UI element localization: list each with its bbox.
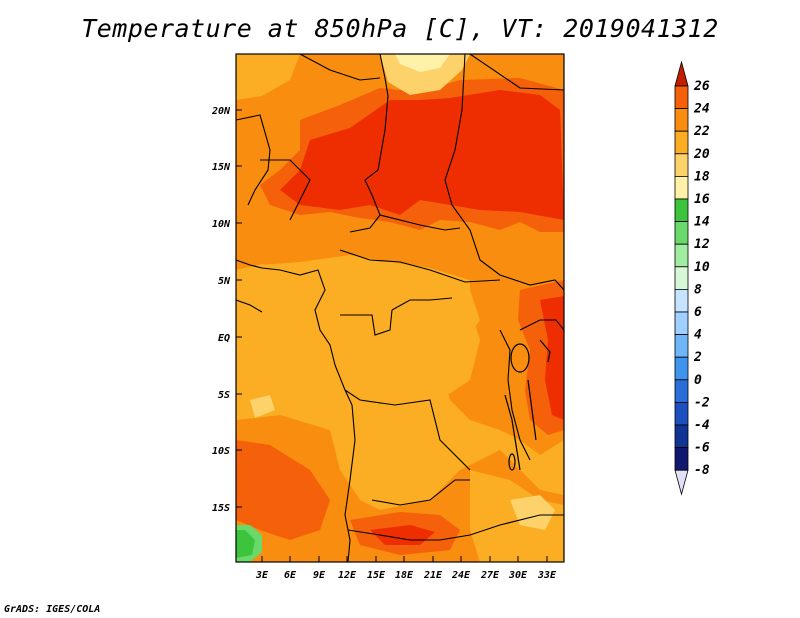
colorbar-label: 24	[693, 102, 710, 117]
colorbar-swatch	[674, 401, 689, 426]
lon-label: 24E	[451, 570, 471, 581]
longitude-labels: 3E 6E 9E 12E 15E 18E 21E 24E 27E 30E 33E	[255, 570, 557, 581]
lat-label: EQ	[218, 333, 230, 344]
lat-label: 5S	[218, 390, 230, 401]
colorbar-top-arrow	[674, 60, 689, 87]
lon-label: 21E	[423, 570, 443, 581]
colorbar-swatch	[674, 221, 689, 245]
lat-label: 15N	[212, 162, 231, 173]
colorbar-swatch	[674, 153, 689, 177]
colorbar-label: 4	[694, 328, 702, 343]
colorbar-label: 26	[693, 79, 710, 94]
lon-label: 33E	[537, 570, 557, 581]
lon-label: 15E	[367, 570, 386, 581]
latitude-labels: 20N 15N 10N 5N EQ 5S 10S 15S	[211, 106, 231, 514]
colorbar-label: 0	[694, 373, 702, 388]
temperature-field	[236, 54, 564, 562]
colorbar-label: 14	[694, 215, 710, 230]
colorbar-label: -6	[694, 441, 710, 456]
colorbar-label: -8	[694, 463, 710, 478]
credit-text: GrADS: IGES/COLA	[4, 604, 101, 615]
colorbar-label: 22	[693, 124, 710, 139]
lon-label: 30E	[508, 570, 528, 581]
lat-label: 10S	[212, 446, 230, 457]
colorbar-swatch	[674, 379, 689, 403]
colorbar-swatch	[674, 424, 689, 449]
colorbar-swatch	[674, 108, 689, 132]
colorbar-swatch	[674, 356, 689, 381]
lon-label: 12E	[338, 570, 357, 581]
lon-label: 9E	[313, 570, 326, 581]
colorbar-label: 6	[694, 305, 702, 320]
colorbar-label: -4	[694, 418, 710, 433]
lon-label: 18E	[395, 570, 414, 581]
colorbar-swatch	[674, 288, 689, 313]
lat-label: 10N	[212, 219, 231, 230]
lat-label: 15S	[212, 503, 230, 514]
lat-label: 20N	[211, 106, 231, 117]
lon-label: 6E	[284, 570, 297, 581]
colorbar-label: 20	[693, 147, 710, 162]
lat-label: 5N	[218, 276, 231, 287]
colorbar-swatch	[674, 130, 689, 155]
colorbar-swatch	[674, 175, 689, 200]
lon-label: 3E	[255, 570, 269, 581]
colorbar-swatch	[674, 85, 689, 110]
colorbar-swatch	[674, 311, 689, 336]
colorbar-label: 18	[694, 169, 710, 184]
colorbar-label: 8	[694, 282, 702, 297]
map-title: Temperature at 850hPa [C], VT: 201904131…	[81, 14, 719, 43]
colorbar-label: 2	[693, 350, 702, 365]
colorbar-swatch	[674, 198, 689, 223]
colorbar-label: -2	[694, 395, 710, 410]
colorbar-swatch	[674, 243, 689, 268]
colorbar-swatch	[674, 447, 689, 471]
colorbar-bottom-arrow	[674, 469, 689, 496]
colorbar-swatch	[674, 266, 689, 290]
colorbar-label: 16	[694, 192, 710, 207]
lon-label: 27E	[480, 570, 500, 581]
colorbar-label: 10	[694, 260, 710, 275]
colorbar-swatch	[674, 334, 689, 358]
map-frame	[235, 53, 565, 563]
colorbar-label: 12	[694, 237, 710, 252]
